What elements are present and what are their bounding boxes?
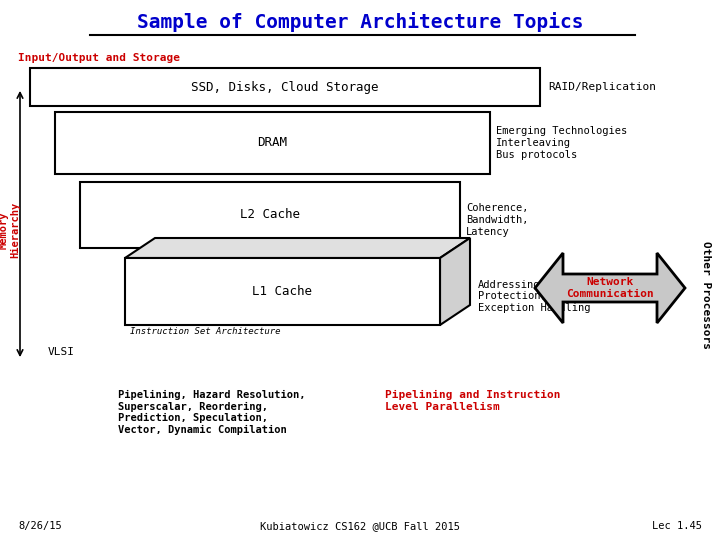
Bar — [55, 112, 490, 174]
Text: Other Processors: Other Processors — [701, 241, 711, 349]
Text: Network
Communication: Network Communication — [566, 277, 654, 299]
Text: 8/26/15: 8/26/15 — [18, 521, 62, 531]
Text: Input/Output and Storage: Input/Output and Storage — [18, 53, 180, 63]
Text: Sample of Computer Architecture Topics: Sample of Computer Architecture Topics — [137, 12, 583, 32]
Polygon shape — [125, 238, 470, 258]
Text: VLSI: VLSI — [48, 347, 75, 357]
Polygon shape — [125, 258, 440, 325]
Text: DRAM: DRAM — [258, 137, 287, 150]
Text: Instruction Set Architecture: Instruction Set Architecture — [130, 327, 281, 336]
Text: Pipelining and Instruction
Level Parallelism: Pipelining and Instruction Level Paralle… — [385, 390, 560, 411]
Bar — [30, 68, 540, 106]
Text: RAID/Replication: RAID/Replication — [548, 82, 656, 92]
Polygon shape — [440, 238, 470, 325]
Polygon shape — [535, 253, 685, 323]
Text: Emerging Technologies
Interleaving
Bus protocols: Emerging Technologies Interleaving Bus p… — [496, 126, 627, 160]
Text: Pipelining, Hazard Resolution,
Superscalar, Reordering,
Prediction, Speculation,: Pipelining, Hazard Resolution, Superscal… — [118, 390, 305, 435]
Text: Coherence,
Bandwidth,
Latency: Coherence, Bandwidth, Latency — [466, 204, 528, 237]
Text: Lec 1.45: Lec 1.45 — [652, 521, 702, 531]
Text: L1 Cache: L1 Cache — [253, 285, 312, 298]
Bar — [80, 182, 460, 248]
Text: SSD, Disks, Cloud Storage: SSD, Disks, Cloud Storage — [192, 80, 379, 93]
Text: Kubiatowicz CS162 @UCB Fall 2015: Kubiatowicz CS162 @UCB Fall 2015 — [260, 521, 460, 531]
Text: Memory
Hierarchy: Memory Hierarchy — [0, 202, 20, 258]
Text: Addressing,
Protection,
Exception Handling: Addressing, Protection, Exception Handli… — [478, 280, 590, 313]
Text: L2 Cache: L2 Cache — [240, 208, 300, 221]
